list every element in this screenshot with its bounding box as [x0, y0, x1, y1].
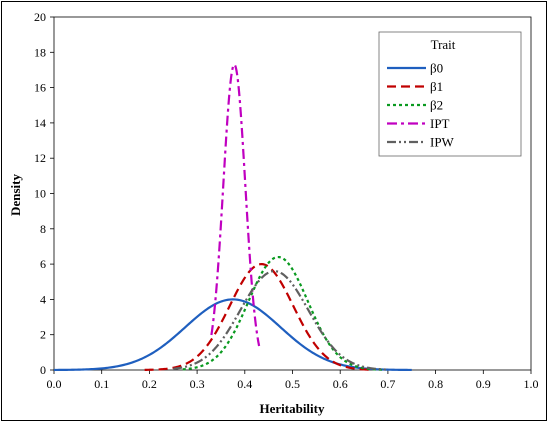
- y-tick-label: 10: [34, 187, 46, 201]
- x-tick-label: 0.6: [333, 377, 348, 391]
- y-tick-label: 8: [40, 222, 46, 236]
- series-curve-IPW: [173, 270, 388, 371]
- y-tick-label: 14: [34, 116, 46, 130]
- legend: Trait β0 β1 β2 IPT IPW: [378, 31, 522, 157]
- x-axis-ticks: 0.0 0.1 0.2 0.3 0.4 0.5 0.6 0.7 0.8 0.9 1.0: [47, 370, 539, 391]
- y-tick-label: 0: [40, 363, 46, 377]
- x-tick-label: 0.2: [142, 377, 157, 391]
- x-tick-label: 0.4: [237, 377, 252, 391]
- y-tick-label: 20: [34, 10, 46, 24]
- x-tick-label: 0.9: [476, 377, 491, 391]
- x-tick-label: 0.8: [428, 377, 443, 391]
- density-curves: [53, 63, 412, 372]
- y-tick-label: 4: [40, 292, 46, 306]
- legend-label-β2: β2: [430, 98, 443, 113]
- y-tick-label: 18: [34, 45, 46, 59]
- series-curve-β1: [144, 262, 374, 371]
- y-tick-label: 2: [40, 328, 46, 342]
- legend-label-β1: β1: [430, 79, 443, 94]
- legend-title: Trait: [431, 37, 456, 52]
- y-axis-title: Density: [8, 174, 23, 216]
- x-tick-label: 0.1: [94, 377, 109, 391]
- x-tick-label: 0.0: [47, 377, 62, 391]
- series-curve-IPT: [210, 63, 261, 347]
- legend-label-β0: β0: [430, 61, 443, 76]
- series-curve-β2: [182, 255, 384, 371]
- legend-label-IPW: IPW: [430, 135, 455, 150]
- x-axis-title: Heritability: [260, 401, 325, 416]
- x-tick-label: 0.5: [285, 377, 300, 391]
- legend-box: [378, 31, 522, 157]
- y-tick-label: 12: [34, 151, 46, 165]
- y-tick-label: 16: [34, 81, 46, 95]
- y-tick-label: 6: [40, 257, 46, 271]
- x-tick-label: 0.7: [380, 377, 395, 391]
- series-curve-β0: [53, 298, 412, 372]
- x-tick-label: 0.3: [190, 377, 205, 391]
- y-axis-ticks: 0 2 4 6 8 10 12 14 16 18 20: [34, 10, 54, 377]
- x-tick-label: 1.0: [524, 377, 539, 391]
- legend-label-IPT: IPT: [430, 116, 450, 131]
